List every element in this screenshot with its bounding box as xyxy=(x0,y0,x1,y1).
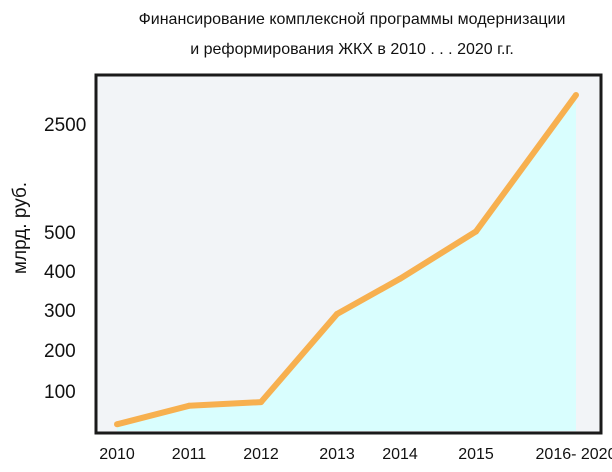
series-area xyxy=(117,95,576,431)
data-point-2012 xyxy=(258,399,264,406)
data-point-2016-2020 xyxy=(573,92,579,98)
x-tick-label-2015: 2015 xyxy=(458,446,494,463)
y-axis-ticks: 100 200 300 400 500 2500 xyxy=(44,115,86,403)
x-tick-label-2014: 2014 xyxy=(382,446,418,463)
x-tick-label-2012: 2012 xyxy=(243,446,279,463)
data-point-2010 xyxy=(114,421,120,428)
chart-title: Финансирование комплексной программы мод… xyxy=(139,11,566,58)
x-tick-label-2010: 2010 xyxy=(99,446,135,463)
data-point-2014 xyxy=(397,275,403,282)
y-tick-label-300: 300 xyxy=(44,301,76,322)
x-tick-label-2013: 2013 xyxy=(319,446,355,463)
chart-title-line1: Финансирование комплексной программы мод… xyxy=(139,11,566,28)
y-tick-label-500: 500 xyxy=(44,223,76,244)
data-point-2011 xyxy=(186,402,192,409)
y-axis-label: млрд. руб. xyxy=(10,182,31,274)
y-tick-label-2500: 2500 xyxy=(44,115,86,136)
plot-frame xyxy=(94,73,603,435)
y-tick-label-400: 400 xyxy=(44,262,76,283)
data-point-2015 xyxy=(473,228,479,235)
data-point-2013 xyxy=(334,311,340,317)
x-tick-label-2011: 2011 xyxy=(172,446,207,463)
y-tick-label-100: 100 xyxy=(44,382,76,403)
chart-title-line2: и реформирования ЖКХ в 2010 . . . 2020 г… xyxy=(190,41,514,58)
y-tick-label-200: 200 xyxy=(44,341,76,362)
x-tick-label-2016-2020: 2016- 2020 xyxy=(536,446,612,463)
x-axis-ticks: 2010 2011 2012 2013 2014 2015 2016- 2020 xyxy=(99,446,612,463)
